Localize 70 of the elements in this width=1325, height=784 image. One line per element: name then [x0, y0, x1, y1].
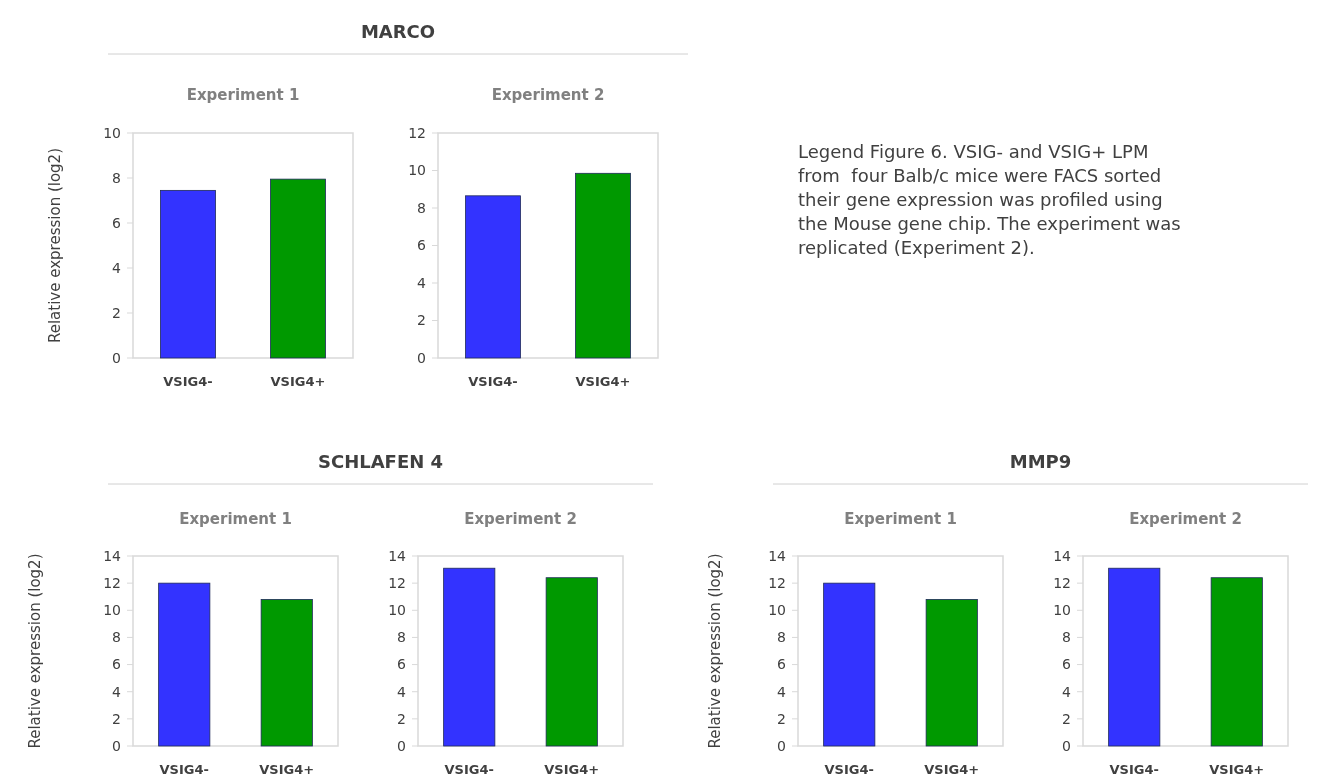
text: MMP9: [1009, 451, 1072, 472]
x-tick-label: VSIG4-: [468, 374, 518, 389]
y-tick-label: 2: [1062, 710, 1071, 727]
chart-subtitle: Experiment 2: [1129, 510, 1242, 528]
x-tick-label: VSIG4-: [824, 762, 874, 777]
y-tick-label: 10: [1053, 602, 1071, 619]
y-tick-label: 12: [388, 575, 406, 592]
y-tick-label: 8: [112, 169, 121, 186]
y-tick-label: 0: [1062, 737, 1071, 754]
chart-subtitle: Experiment 1: [186, 86, 300, 104]
y-tick-label: 8: [1062, 629, 1071, 646]
y-tick-label: 6: [777, 656, 787, 673]
y-axis-title: Relative expression (log2): [26, 553, 44, 749]
y-tick-label: 8: [417, 199, 426, 216]
y-tick-label: 8: [397, 629, 406, 646]
y-tick-label: 6: [417, 237, 427, 254]
y-tick-label: 2: [777, 710, 786, 727]
y-tick-label: 6: [397, 656, 407, 673]
y-tick-label: 2: [417, 312, 426, 329]
y-axis-title: Relative expression (log2): [706, 553, 724, 749]
y-tick-label: 4: [1062, 683, 1072, 700]
chart-subtitle: Experiment 1: [844, 510, 957, 528]
y-axis-title: Relative expression (log2): [46, 147, 64, 344]
y-tick-label: 0: [417, 349, 426, 366]
chart-subtitle: Experiment 2: [464, 510, 577, 528]
text: SCHLAFEN 4: [317, 451, 444, 472]
x-tick-label: VSIG4-: [163, 374, 213, 389]
y-tick-label: 8: [112, 629, 121, 646]
y-tick-label: 10: [768, 602, 786, 619]
y-tick-label: 0: [397, 737, 406, 754]
y-tick-label: 4: [777, 683, 787, 700]
y-tick-label: 4: [397, 683, 407, 700]
y-tick-label: 4: [112, 259, 122, 276]
y-tick-label: 10: [103, 602, 121, 619]
x-tick-label: VSIG4+: [924, 762, 980, 777]
y-tick-label: 12: [103, 575, 121, 592]
y-tick-label: 4: [112, 683, 122, 700]
y-tick-label: 0: [777, 737, 786, 754]
y-tick-label: 12: [1053, 575, 1071, 592]
y-tick-label: 14: [103, 547, 122, 564]
y-tick-label: 10: [388, 602, 406, 619]
y-tick-label: 12: [768, 575, 786, 592]
x-tick-label: VSIG4+: [1209, 762, 1265, 777]
y-tick-label: 2: [397, 710, 406, 727]
y-tick-label: 2: [112, 710, 121, 727]
y-tick-label: 6: [112, 656, 122, 673]
y-tick-label: 14: [768, 547, 787, 564]
y-tick-label: 12: [408, 124, 426, 141]
x-tick-label: VSIG4-: [444, 762, 494, 777]
y-tick-label: 10: [408, 162, 426, 179]
y-tick-label: 14: [388, 547, 407, 564]
x-tick-label: VSIG4+: [259, 762, 315, 777]
y-tick-label: 0: [112, 737, 121, 754]
y-tick-label: 8: [777, 629, 786, 646]
y-tick-label: 10: [103, 124, 121, 141]
y-tick-label: 4: [417, 274, 427, 291]
y-tick-label: 14: [1053, 547, 1072, 564]
chart-subtitle: Experiment 1: [179, 510, 292, 528]
y-tick-label: 6: [112, 214, 122, 231]
text: Legend Figure 6. VSIG- and VSIG+ LPM from four Balb/c mice were FACS sorted their gene expression was profiled using the Mouse gene chip. The experiment was replicated (Experiment 2).: [798, 141, 1181, 258]
x-tick-label: VSIG4-: [1109, 762, 1159, 777]
y-tick-label: 6: [1062, 656, 1072, 673]
x-tick-label: VSIG4+: [544, 762, 600, 777]
x-tick-label: VSIG4-: [159, 762, 209, 777]
text: MARCO: [360, 21, 436, 42]
chart-subtitle: Experiment 2: [491, 86, 605, 104]
y-tick-label: 2: [112, 304, 121, 321]
x-tick-label: VSIG4+: [575, 374, 631, 389]
y-tick-label: 0: [112, 349, 121, 366]
x-tick-label: VSIG4+: [270, 374, 326, 389]
